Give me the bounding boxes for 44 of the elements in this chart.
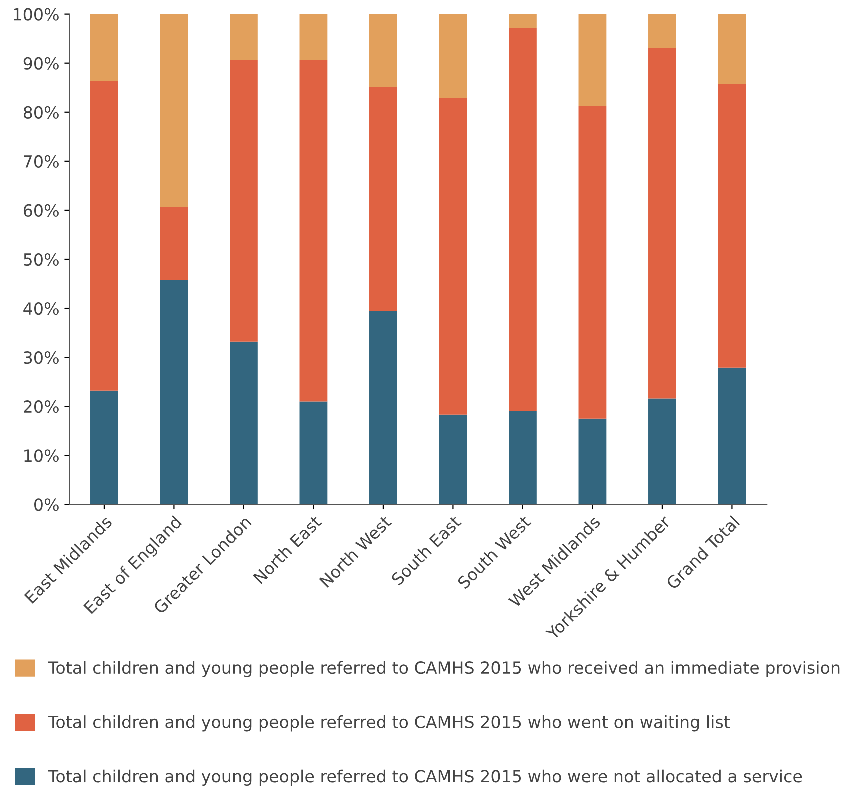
bar xyxy=(439,98,468,415)
y-tick-label: 30% xyxy=(24,352,59,364)
y-tick-label: 20% xyxy=(24,400,59,414)
bar xyxy=(300,402,328,505)
y-tick-label: 0% xyxy=(34,498,59,512)
bar xyxy=(718,14,746,84)
bar xyxy=(160,207,188,280)
bar xyxy=(718,84,746,368)
bar xyxy=(230,60,258,342)
y-tick-label: 80% xyxy=(24,106,59,119)
bar xyxy=(160,280,188,505)
bar xyxy=(90,14,118,82)
bar xyxy=(578,106,607,419)
bar xyxy=(370,87,398,311)
bar xyxy=(300,60,328,402)
bar xyxy=(578,14,607,106)
bar xyxy=(648,398,676,505)
bar xyxy=(230,342,258,505)
y-tick-label: 100% xyxy=(14,8,59,21)
legend-label: Total children and young people referred to CAMHS 2015 who received an immediate provision xyxy=(48,661,840,678)
bar xyxy=(648,48,676,399)
bar xyxy=(718,368,746,505)
bar xyxy=(509,28,537,412)
y-tick-label: 10% xyxy=(24,450,59,462)
bar xyxy=(439,414,468,505)
bar xyxy=(370,14,398,88)
y-tick-label: 90% xyxy=(24,57,59,70)
bar xyxy=(90,81,118,391)
bar xyxy=(90,390,118,505)
bar xyxy=(509,411,537,505)
y-tick-label: 70% xyxy=(24,155,59,168)
bar xyxy=(509,14,537,29)
y-tick-label: 40% xyxy=(24,302,59,316)
bar xyxy=(370,310,398,505)
bar xyxy=(578,418,607,505)
legend-label: Total children and young people referred to CAMHS 2015 who went on waiting list xyxy=(48,716,730,732)
y-tick-label: 60% xyxy=(24,204,59,218)
bar xyxy=(160,14,188,208)
bar xyxy=(230,14,258,60)
y-tick-label: 50% xyxy=(24,253,59,266)
bar xyxy=(300,14,328,60)
bar xyxy=(439,14,468,98)
bar xyxy=(648,14,676,48)
legend-label: Total children and young people referred to CAMHS 2015 who were not allocated a service xyxy=(48,770,802,786)
